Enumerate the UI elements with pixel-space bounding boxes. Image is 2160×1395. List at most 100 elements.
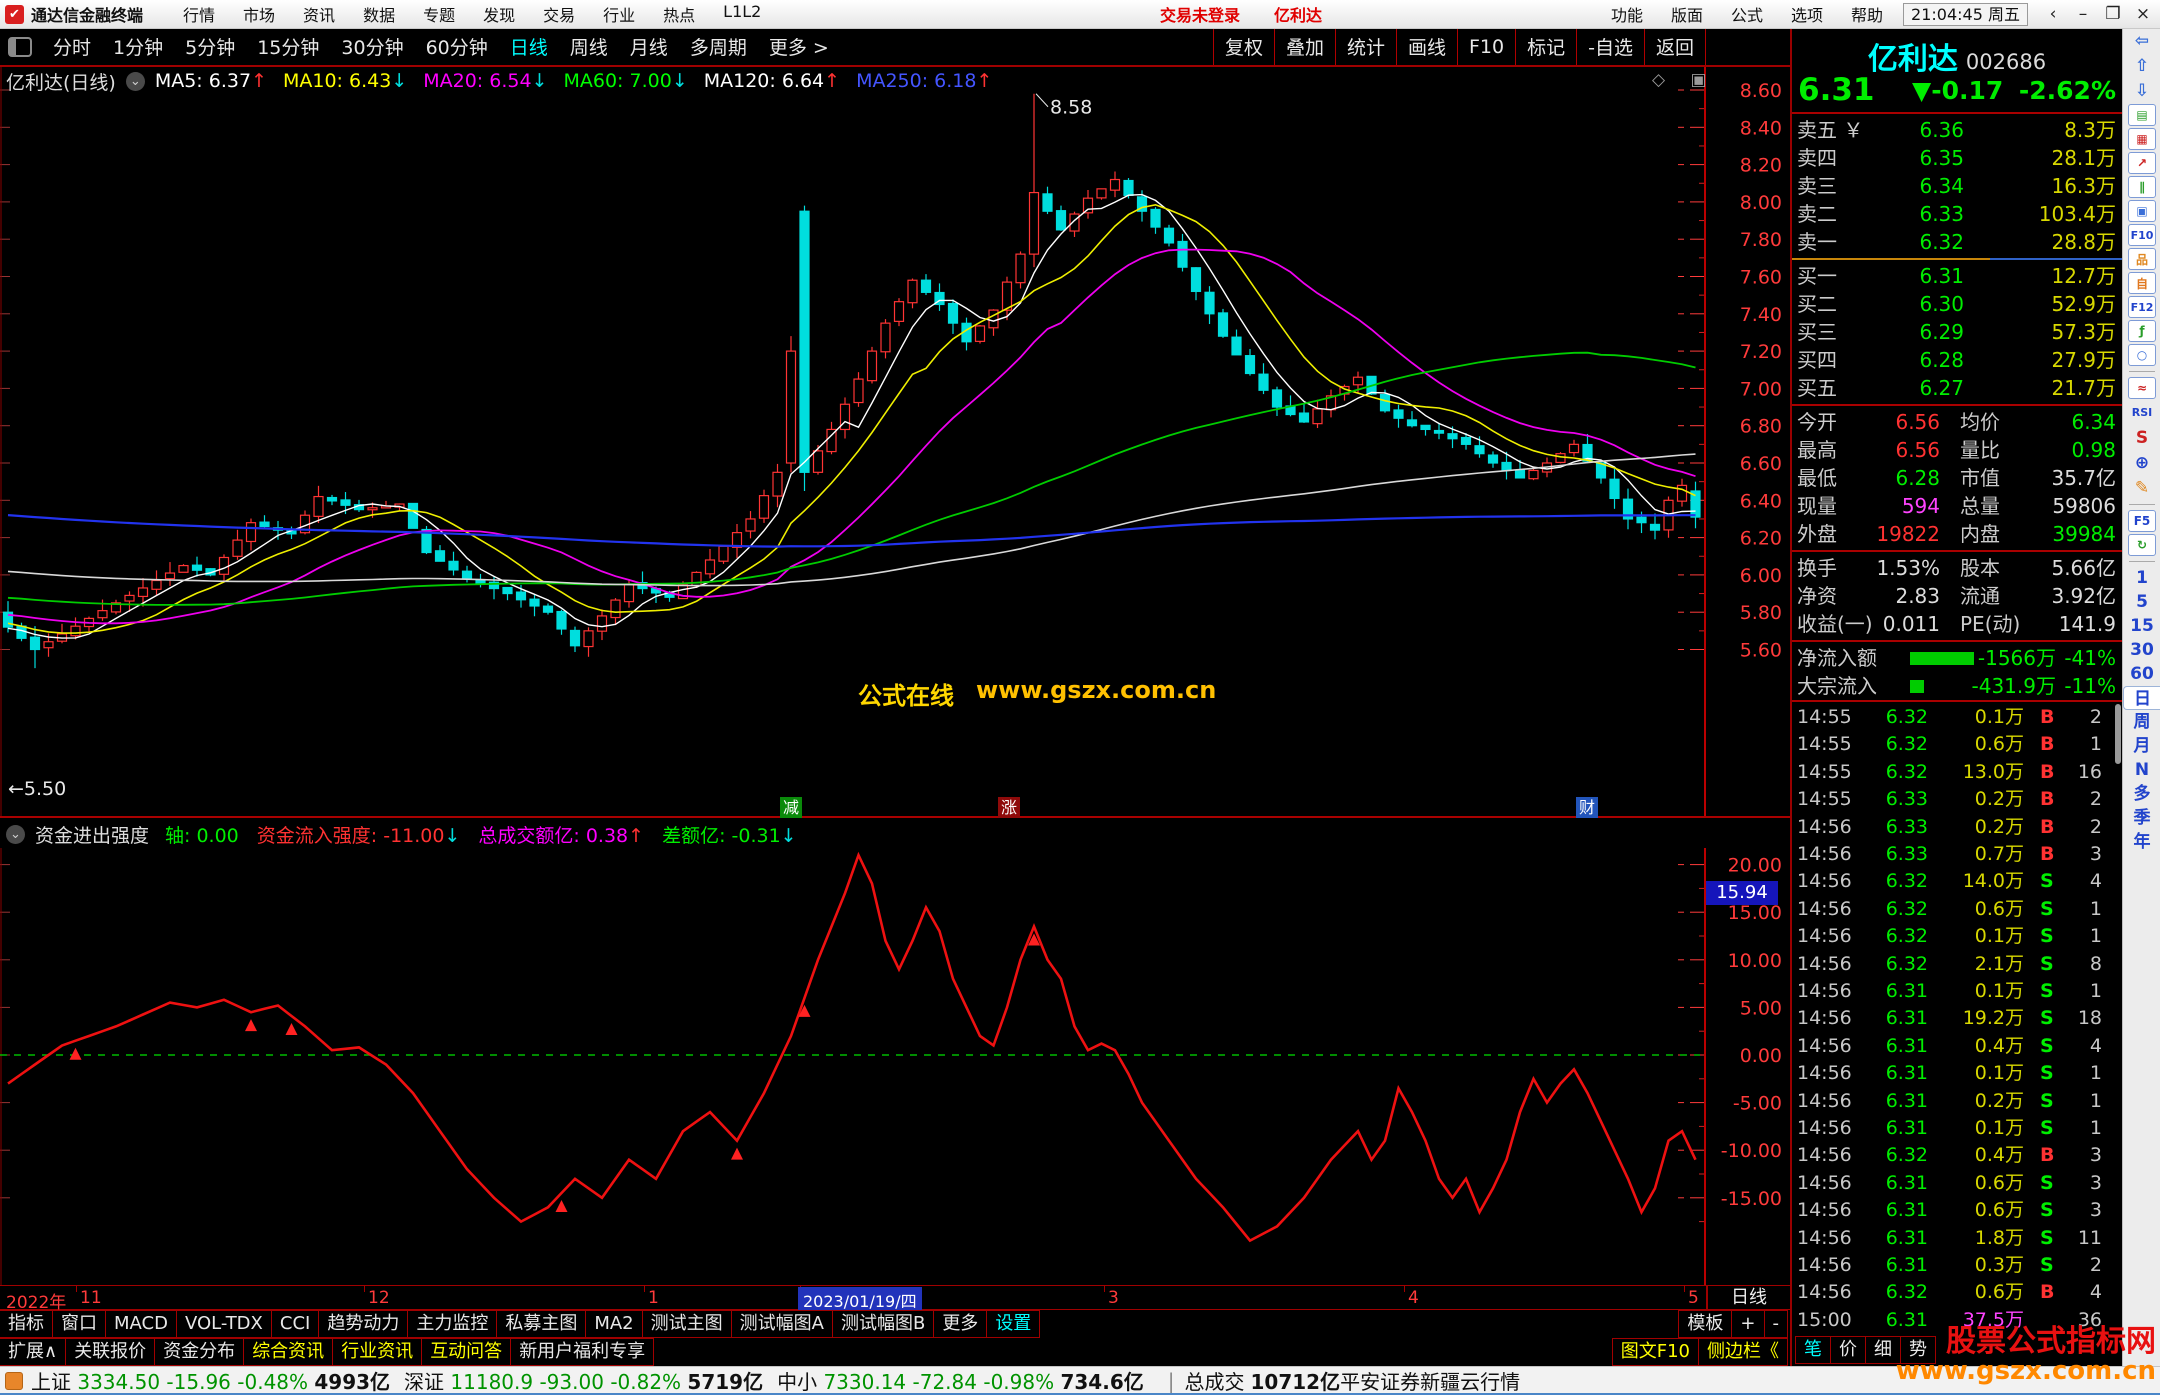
tick-row[interactable]: 14:55 6.32 13.0万 B 16 — [1792, 759, 2122, 786]
back-icon[interactable]: ⇦ — [2134, 30, 2150, 51]
strip-period-15[interactable]: 15 — [2130, 616, 2154, 636]
tick-row[interactable]: 14:56 6.31 0.4万 S 4 — [1792, 1033, 2122, 1060]
menu-item-L1L2[interactable]: L1L2 — [723, 2, 762, 21]
minimize-icon[interactable]: – — [2078, 4, 2088, 24]
tab2-right-图文F10[interactable]: 图文F10 — [1611, 1338, 1699, 1366]
strip-period-周[interactable]: 周 — [2133, 712, 2151, 732]
strip-period-日[interactable]: 日 — [2123, 686, 2160, 710]
period-60分钟[interactable]: 60分钟 — [425, 37, 488, 59]
period-5分钟[interactable]: 5分钟 — [185, 37, 236, 59]
toolbar-button-F10[interactable]: F10 — [1457, 28, 1515, 65]
s-icon[interactable]: S — [2135, 427, 2149, 448]
chart-corner-icons[interactable]: ◇ ▣ — [1652, 70, 1717, 90]
strip-period-1[interactable]: 1 — [2136, 568, 2148, 588]
strip-period-5[interactable]: 5 — [2136, 592, 2148, 612]
menu-item-数据[interactable]: 数据 — [363, 6, 396, 25]
date-axis[interactable]: 2022年 11 12 1 3 4 5 2023/01/19/四 日线 — [0, 1285, 1790, 1313]
menu-item-行情[interactable]: 行情 — [183, 6, 216, 25]
toolbar-button-返回[interactable]: 返回 — [1643, 28, 1706, 65]
period-1分钟[interactable]: 1分钟 — [113, 37, 164, 59]
tab2-right-侧边栏《[interactable]: 侧边栏《 — [1698, 1338, 1788, 1366]
candles[interactable] — [2, 93, 1701, 669]
menu-item-交易[interactable]: 交易 — [543, 6, 576, 25]
tick-row[interactable]: 14:56 6.32 0.6万 S 1 — [1792, 896, 2122, 923]
menu-item-市场[interactable]: 市场 — [243, 6, 276, 25]
period-月线[interactable]: 月线 — [629, 37, 668, 59]
menu-item-热点[interactable]: 热点 — [663, 6, 696, 25]
tab-指标[interactable]: 指标 — [0, 1310, 53, 1338]
strip-period-60[interactable]: 60 — [2130, 664, 2154, 684]
event-marker-减[interactable]: 减 — [780, 797, 802, 818]
tab-行业资讯[interactable]: 行业资讯 — [332, 1338, 423, 1366]
menu-item-帮助[interactable]: 帮助 — [1851, 6, 1884, 25]
tab-VOL-TDX[interactable]: VOL-TDX — [175, 1310, 272, 1338]
self-stock-icon[interactable]: 自 — [2128, 272, 2156, 294]
wave-icon[interactable]: ≈ — [2128, 377, 2156, 399]
tab-测试主图[interactable]: 测试主图 — [641, 1310, 732, 1338]
back-nav-icon[interactable]: ‹ — [2049, 4, 2057, 24]
tab-私募主图[interactable]: 私募主图 — [496, 1310, 587, 1338]
tick-row[interactable]: 14:56 6.32 0.6万 B 4 — [1792, 1279, 2122, 1306]
tick-row[interactable]: 14:56 6.32 0.4万 B 3 — [1792, 1142, 2122, 1169]
tick-row[interactable]: 14:56 6.31 0.1万 S 1 — [1792, 1060, 2122, 1087]
tick-tab-势[interactable]: 势 — [1900, 1336, 1936, 1364]
toolbar-button-统计[interactable]: 统计 — [1334, 28, 1396, 65]
period-15分钟[interactable]: 15分钟 — [257, 37, 320, 59]
down-icon[interactable]: ⇩ — [2134, 80, 2150, 101]
tab-资金分布[interactable]: 资金分布 — [154, 1338, 245, 1366]
tab-主力监控[interactable]: 主力监控 — [407, 1310, 498, 1338]
tick-row[interactable]: 14:56 6.31 19.2万 S 18 — [1792, 1005, 2122, 1032]
toolbar-button-标记[interactable]: 标记 — [1515, 28, 1576, 65]
tick-row[interactable]: 14:56 6.31 0.6万 S 3 — [1792, 1197, 2122, 1224]
f5-icon[interactable]: F5 — [2128, 510, 2156, 532]
candlestick-chart[interactable]: 8.60 8.40 8.20 8.00 7.80 7.60 7.40 7.20 7.00 6.80… — [0, 65, 1790, 818]
tab-互动问答[interactable]: 互动问答 — [421, 1338, 512, 1366]
circle-icon[interactable]: ○ — [2128, 344, 2156, 366]
fx-icon[interactable]: ƒ — [2128, 320, 2156, 342]
tab-扩展∧[interactable]: 扩展∧ — [0, 1338, 67, 1366]
toolbar-button-复权[interactable]: 复权 — [1212, 28, 1274, 65]
tick-row[interactable]: 14:56 6.31 0.1万 S 1 — [1792, 1115, 2122, 1142]
period-多周期[interactable]: 多周期 — [689, 37, 747, 59]
tab1-right-模板[interactable]: 模板 — [1678, 1310, 1733, 1338]
tab-测试幅图A[interactable]: 测试幅图A — [730, 1310, 833, 1338]
tick-row[interactable]: 14:56 6.32 14.0万 S 4 — [1792, 868, 2122, 895]
strip-period-月[interactable]: 月 — [2133, 736, 2151, 756]
news-icon[interactable]: ▣ — [2128, 200, 2156, 222]
tree-icon[interactable]: 品 — [2128, 248, 2156, 270]
restore-icon[interactable]: ❐ — [2105, 4, 2121, 24]
tick-row[interactable]: 14:56 6.33 0.7万 B 3 — [1792, 841, 2122, 868]
tick-row[interactable]: 14:56 6.33 0.2万 B 2 — [1792, 814, 2122, 841]
period-周线[interactable]: 周线 — [569, 37, 608, 59]
strip-period-年[interactable]: 年 — [2133, 832, 2151, 852]
tab1-right-+[interactable]: + — [1731, 1310, 1765, 1338]
trade-not-logged-in[interactable]: 交易未登录 — [1160, 6, 1241, 25]
tab-MA2[interactable]: MA2 — [585, 1310, 643, 1338]
tick-row[interactable]: 14:56 6.31 1.8万 S 11 — [1792, 1225, 2122, 1252]
tab-关联报价[interactable]: 关联报价 — [65, 1338, 156, 1366]
up-icon[interactable]: ⇧ — [2134, 55, 2150, 76]
tab-MACD[interactable]: MACD — [105, 1310, 177, 1338]
tab-测试幅图B[interactable]: 测试幅图B — [831, 1310, 935, 1338]
strip-period-季[interactable]: 季 — [2133, 808, 2151, 828]
date-highlight[interactable]: 2023/01/19/四 — [798, 1287, 922, 1313]
kline-icon[interactable]: ∥ — [2128, 176, 2156, 198]
event-marker-财[interactable]: 财 — [1576, 797, 1598, 818]
move-icon[interactable]: ⊕ — [2134, 452, 2150, 473]
collapse-chart-icon[interactable]: ⌄ — [125, 71, 145, 91]
rsi-icon[interactable]: RSI — [2131, 406, 2153, 419]
strip-period-N[interactable]: N — [2134, 760, 2150, 780]
f10-icon[interactable]: F10 — [2128, 224, 2156, 246]
current-stock-shortcut[interactable]: 亿利达 — [1274, 6, 1323, 25]
tick-row[interactable]: 14:56 6.31 0.3万 S 2 — [1792, 1252, 2122, 1279]
tab-窗口[interactable]: 窗口 — [52, 1310, 106, 1338]
tick-tab-价[interactable]: 价 — [1830, 1336, 1866, 1364]
tab-趋势动力[interactable]: 趋势动力 — [318, 1310, 409, 1338]
tab-新用户福利专享[interactable]: 新用户福利专享 — [510, 1338, 655, 1366]
strip-period-多[interactable]: 多 — [2133, 784, 2151, 804]
tick-row[interactable]: 14:56 6.31 0.6万 S 3 — [1792, 1170, 2122, 1197]
toolbar-button-叠加[interactable]: 叠加 — [1273, 28, 1335, 65]
quote-list-icon[interactable]: ▦ — [2128, 128, 2156, 150]
f12-icon[interactable]: F12 — [2128, 296, 2156, 318]
tab1-right--[interactable]: - — [1763, 1310, 1788, 1338]
